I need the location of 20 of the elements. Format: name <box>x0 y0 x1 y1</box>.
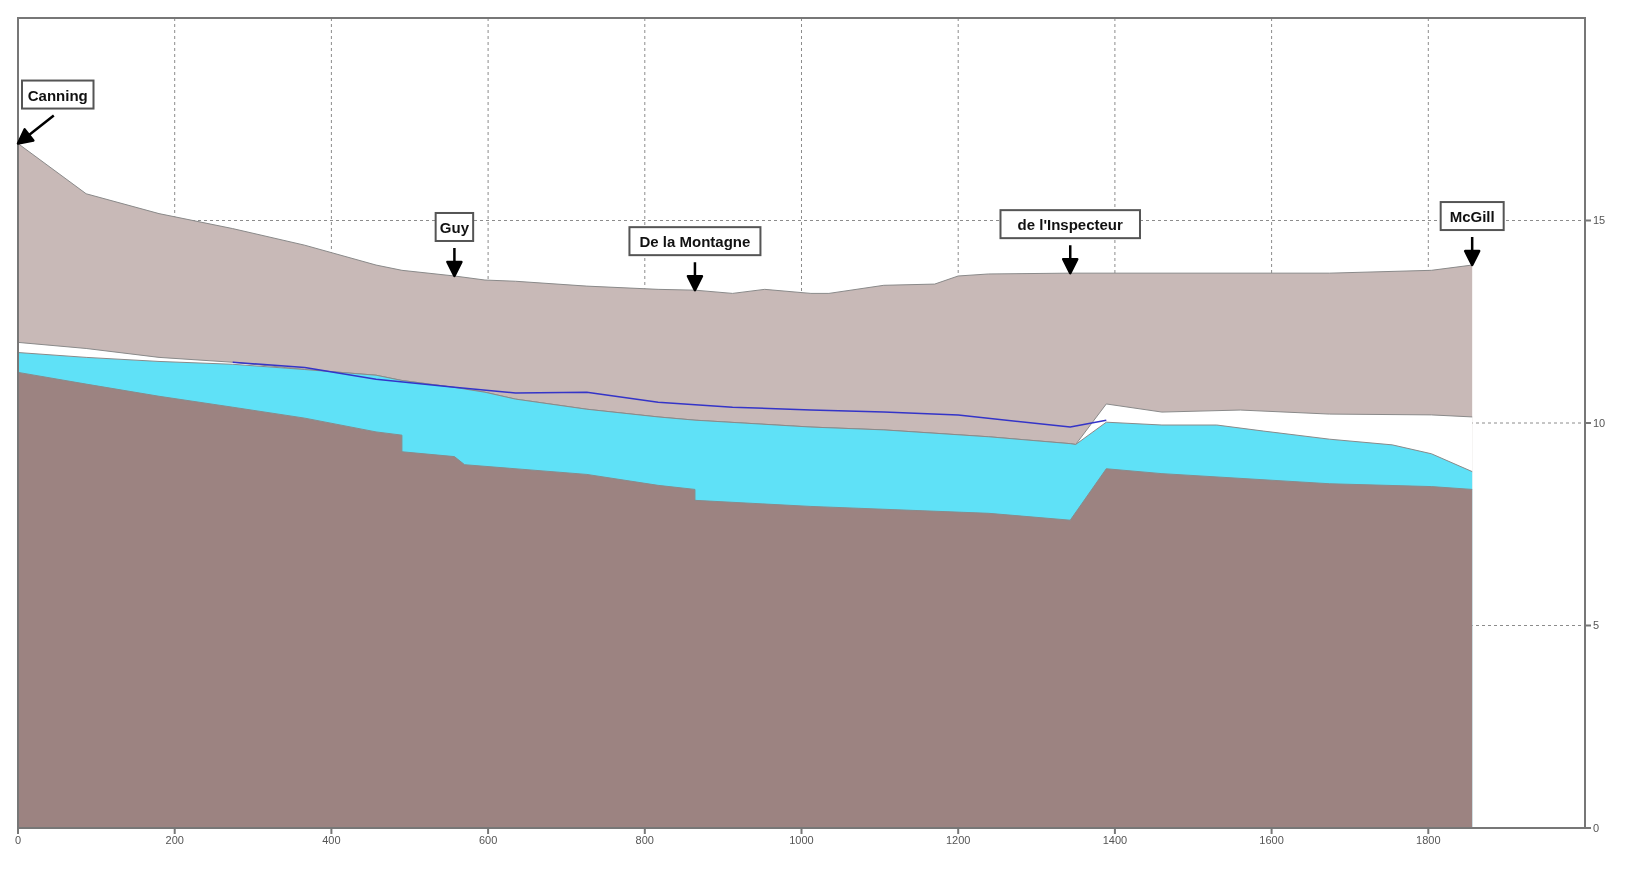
x-tick-label: 1000 <box>789 833 814 846</box>
x-tick-label: 400 <box>322 833 341 846</box>
x-tick-label: 1600 <box>1259 833 1284 846</box>
x-tick-label: 0 <box>14 833 22 846</box>
annotation: de l'Inspecteur <box>1017 216 1124 234</box>
annotation: McGill <box>1449 208 1495 226</box>
y-tick-label: 10 <box>1593 416 1606 429</box>
x-tick-label: 1200 <box>945 833 971 846</box>
y-tick-label: 5 <box>1593 619 1600 632</box>
annotation: De la Montagne <box>639 233 751 251</box>
annotation: Canning <box>27 86 88 104</box>
x-tick-label: 600 <box>478 833 498 846</box>
x-tick-label: 1800 <box>1416 833 1441 846</box>
x-tick-label: 200 <box>165 833 184 846</box>
x-tick-label: 1400 <box>1102 833 1128 846</box>
line-series <box>231 361 1108 428</box>
y-tick-label: 0 <box>1593 821 1600 834</box>
x-tick-label: 800 <box>635 833 654 846</box>
annotation: Guy <box>439 218 470 236</box>
y-tick-label: 15 <box>1593 214 1606 227</box>
